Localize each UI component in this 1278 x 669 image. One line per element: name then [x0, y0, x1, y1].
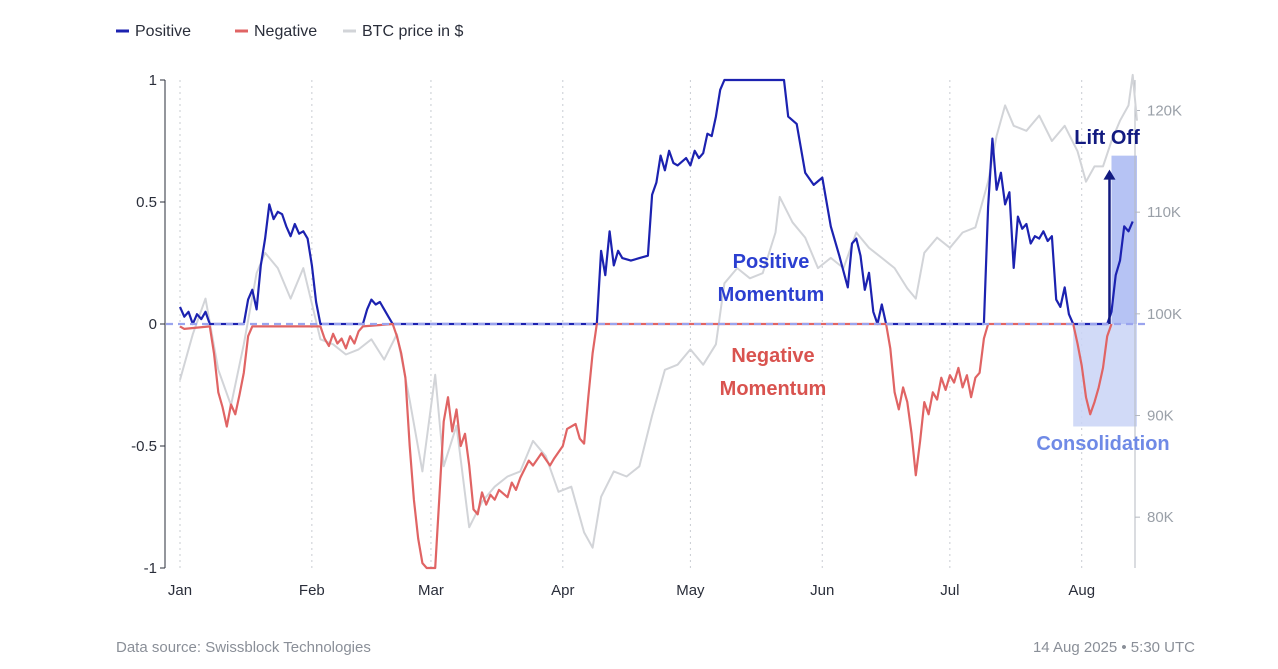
annotations: Positive Momentum Negative Momentum Lift Off… — [718, 127, 1170, 455]
legend-label-2: BTC price in $ — [362, 23, 463, 40]
x-tick-label-jul: Jul — [940, 582, 959, 599]
series-btc-price-in — [179, 73, 1138, 549]
x-tick-label-jun: Jun — [810, 582, 834, 599]
consolidation-label: Consolidation — [1036, 433, 1169, 455]
left-tick-label-1: 0.5 — [136, 194, 157, 211]
x-tick-label-mar: Mar — [418, 582, 444, 599]
right-tick-label-3: 90K — [1147, 408, 1174, 425]
positive-label: Positive — [733, 251, 810, 273]
legend-label-1: Negative — [254, 23, 317, 40]
region-lift-off — [1111, 155, 1137, 324]
negative-momentum-label: Momentum — [720, 378, 827, 400]
lift-off-label: Lift Off — [1074, 127, 1140, 149]
legend-label-0: Positive — [135, 23, 191, 40]
negative-label: Negative — [731, 345, 814, 367]
right-tick-label-4: 80K — [1147, 509, 1174, 526]
axes: 1 0.5 0 -0.5 -1 120K 110K 100K 90K 80K Jan Feb Mar Ap… — [131, 72, 1182, 599]
x-tick-label-aug: Aug — [1068, 582, 1095, 599]
timestamp: 14 Aug 2025 • 5:30 UTC — [1033, 639, 1195, 656]
left-tick-label-2: 0 — [149, 316, 157, 333]
series-lines — [166, 73, 1145, 570]
series-positive — [178, 78, 1134, 326]
x-tick-label-feb: Feb — [299, 582, 325, 599]
right-tick-label-0: 120K — [1147, 103, 1182, 120]
legend: Positive Negative BTC price in $ — [116, 23, 463, 40]
x-tick-label-may: May — [676, 582, 705, 599]
series-negative — [179, 322, 1113, 570]
x-tick-label-apr: Apr — [551, 582, 574, 599]
left-tick-label-3: -0.5 — [131, 438, 157, 455]
highlight-regions — [1073, 155, 1137, 427]
left-tick-label-0: 1 — [149, 72, 157, 89]
data-source: Data source: Swissblock Technologies — [116, 639, 371, 656]
right-tick-label-2: 100K — [1147, 306, 1182, 323]
x-tick-label-jan: Jan — [168, 582, 192, 599]
lift-off-arrow-head — [1103, 169, 1116, 180]
positive-momentum-label: Momentum — [718, 284, 825, 306]
right-tick-label-1: 110K — [1147, 204, 1181, 221]
left-tick-label-4: -1 — [144, 560, 157, 577]
